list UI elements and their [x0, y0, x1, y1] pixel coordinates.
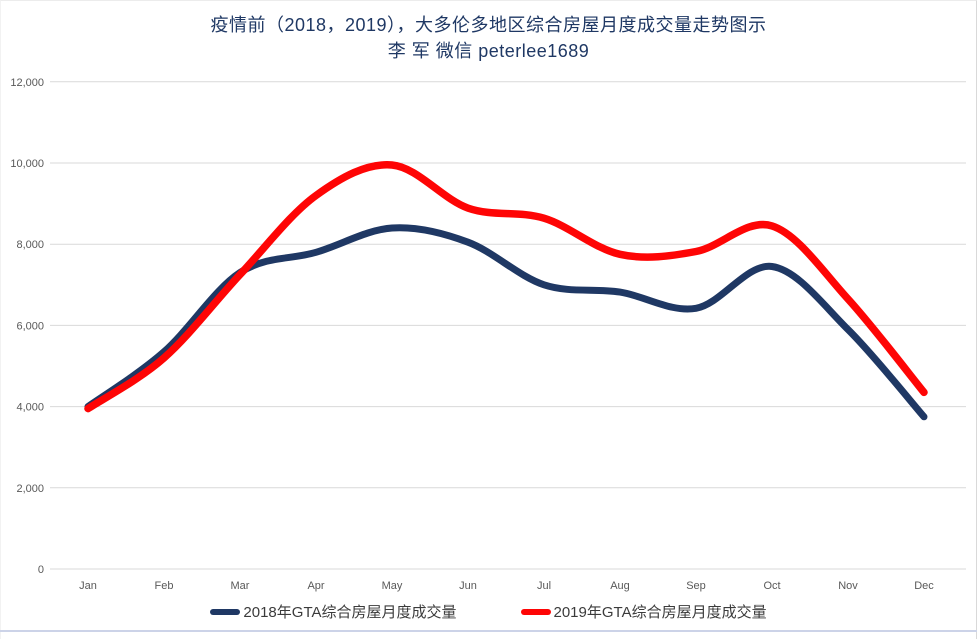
y-axis-tick-label: 4,000: [16, 402, 44, 414]
x-axis-tick-label: Mar: [231, 580, 250, 592]
y-axis-tick-label: 0: [38, 564, 44, 576]
x-axis-tick-label: Jul: [537, 580, 551, 592]
series-line-2019: [84, 161, 928, 413]
y-axis-tick-label: 8,000: [16, 239, 44, 251]
x-axis-tick-label: Dec: [914, 580, 934, 592]
legend-item-2019: 2019年GTA综合房屋月度成交量: [520, 601, 767, 622]
x-axis-tick-label: Apr: [307, 580, 324, 592]
legend-label-2019: 2019年GTA综合房屋月度成交量: [553, 604, 767, 621]
y-axis-tick-label: 10,000: [10, 158, 44, 170]
bottom-border-line: [0, 630, 977, 632]
legend-swatch-2018: [210, 608, 241, 615]
chart-subtitle: 李 军 微信 peterlee1689: [387, 41, 590, 62]
x-axis-tick-label: Sep: [686, 580, 706, 592]
x-axis-tick-label: May: [382, 580, 403, 592]
series-line-2018: [84, 224, 928, 421]
x-axis-tick-label: Oct: [763, 580, 780, 592]
x-axis-tick-label: Feb: [155, 580, 174, 592]
x-axis-tick-label: Aug: [610, 580, 630, 592]
chart-title: 疫情前（2018，2019），大多伦多地区综合房屋月度成交量走势图示: [210, 15, 767, 35]
legend-item-2018: 2018年GTA综合房屋月度成交量: [210, 601, 457, 622]
legend-swatch-2019: [520, 608, 551, 615]
x-axis-tick-label: Jun: [459, 580, 477, 592]
y-axis-tick-label: 2,000: [16, 483, 44, 495]
legend-label-2018: 2018年GTA综合房屋月度成交量: [243, 604, 457, 621]
chart-title-block: 疫情前（2018，2019），大多伦多地区综合房屋月度成交量走势图示 李 军 微…: [0, 12, 977, 64]
y-axis-tick-label: 12,000: [10, 77, 44, 89]
y-axis-tick-label: 6,000: [16, 320, 44, 332]
chart-legend: 2018年GTA综合房屋月度成交量 2019年GTA综合房屋月度成交量: [0, 601, 977, 622]
x-axis-tick-label: Jan: [79, 580, 97, 592]
x-axis-tick-label: Nov: [838, 580, 858, 592]
